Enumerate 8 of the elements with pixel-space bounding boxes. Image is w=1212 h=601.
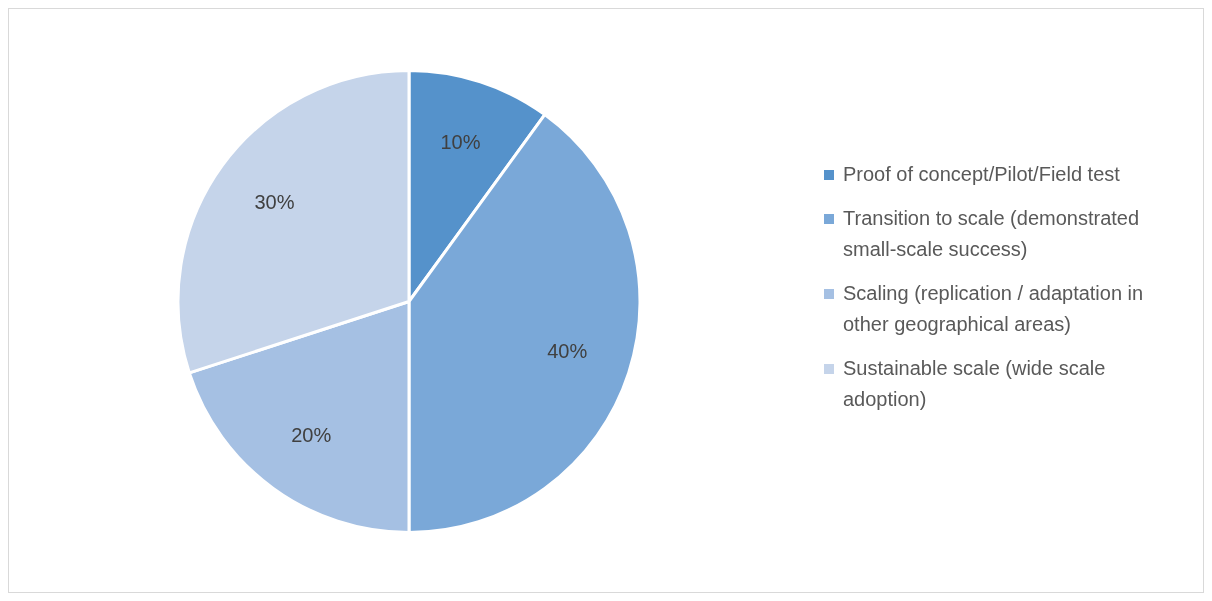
legend-label: Transition to scale (demonstrated small-scale success) bbox=[843, 206, 1141, 262]
data-label: 10% bbox=[440, 130, 481, 153]
data-label: 20% bbox=[291, 423, 332, 446]
data-label: 30% bbox=[254, 191, 295, 214]
data-label: 40% bbox=[547, 340, 588, 363]
legend-label: Scaling (replication / adaptation in other geographical areas) bbox=[843, 281, 1145, 337]
legend-label: Sustainable scale (wide scale adoption) bbox=[843, 356, 1107, 412]
legend-label: Proof of concept/Pilot/Field test bbox=[843, 162, 1120, 187]
